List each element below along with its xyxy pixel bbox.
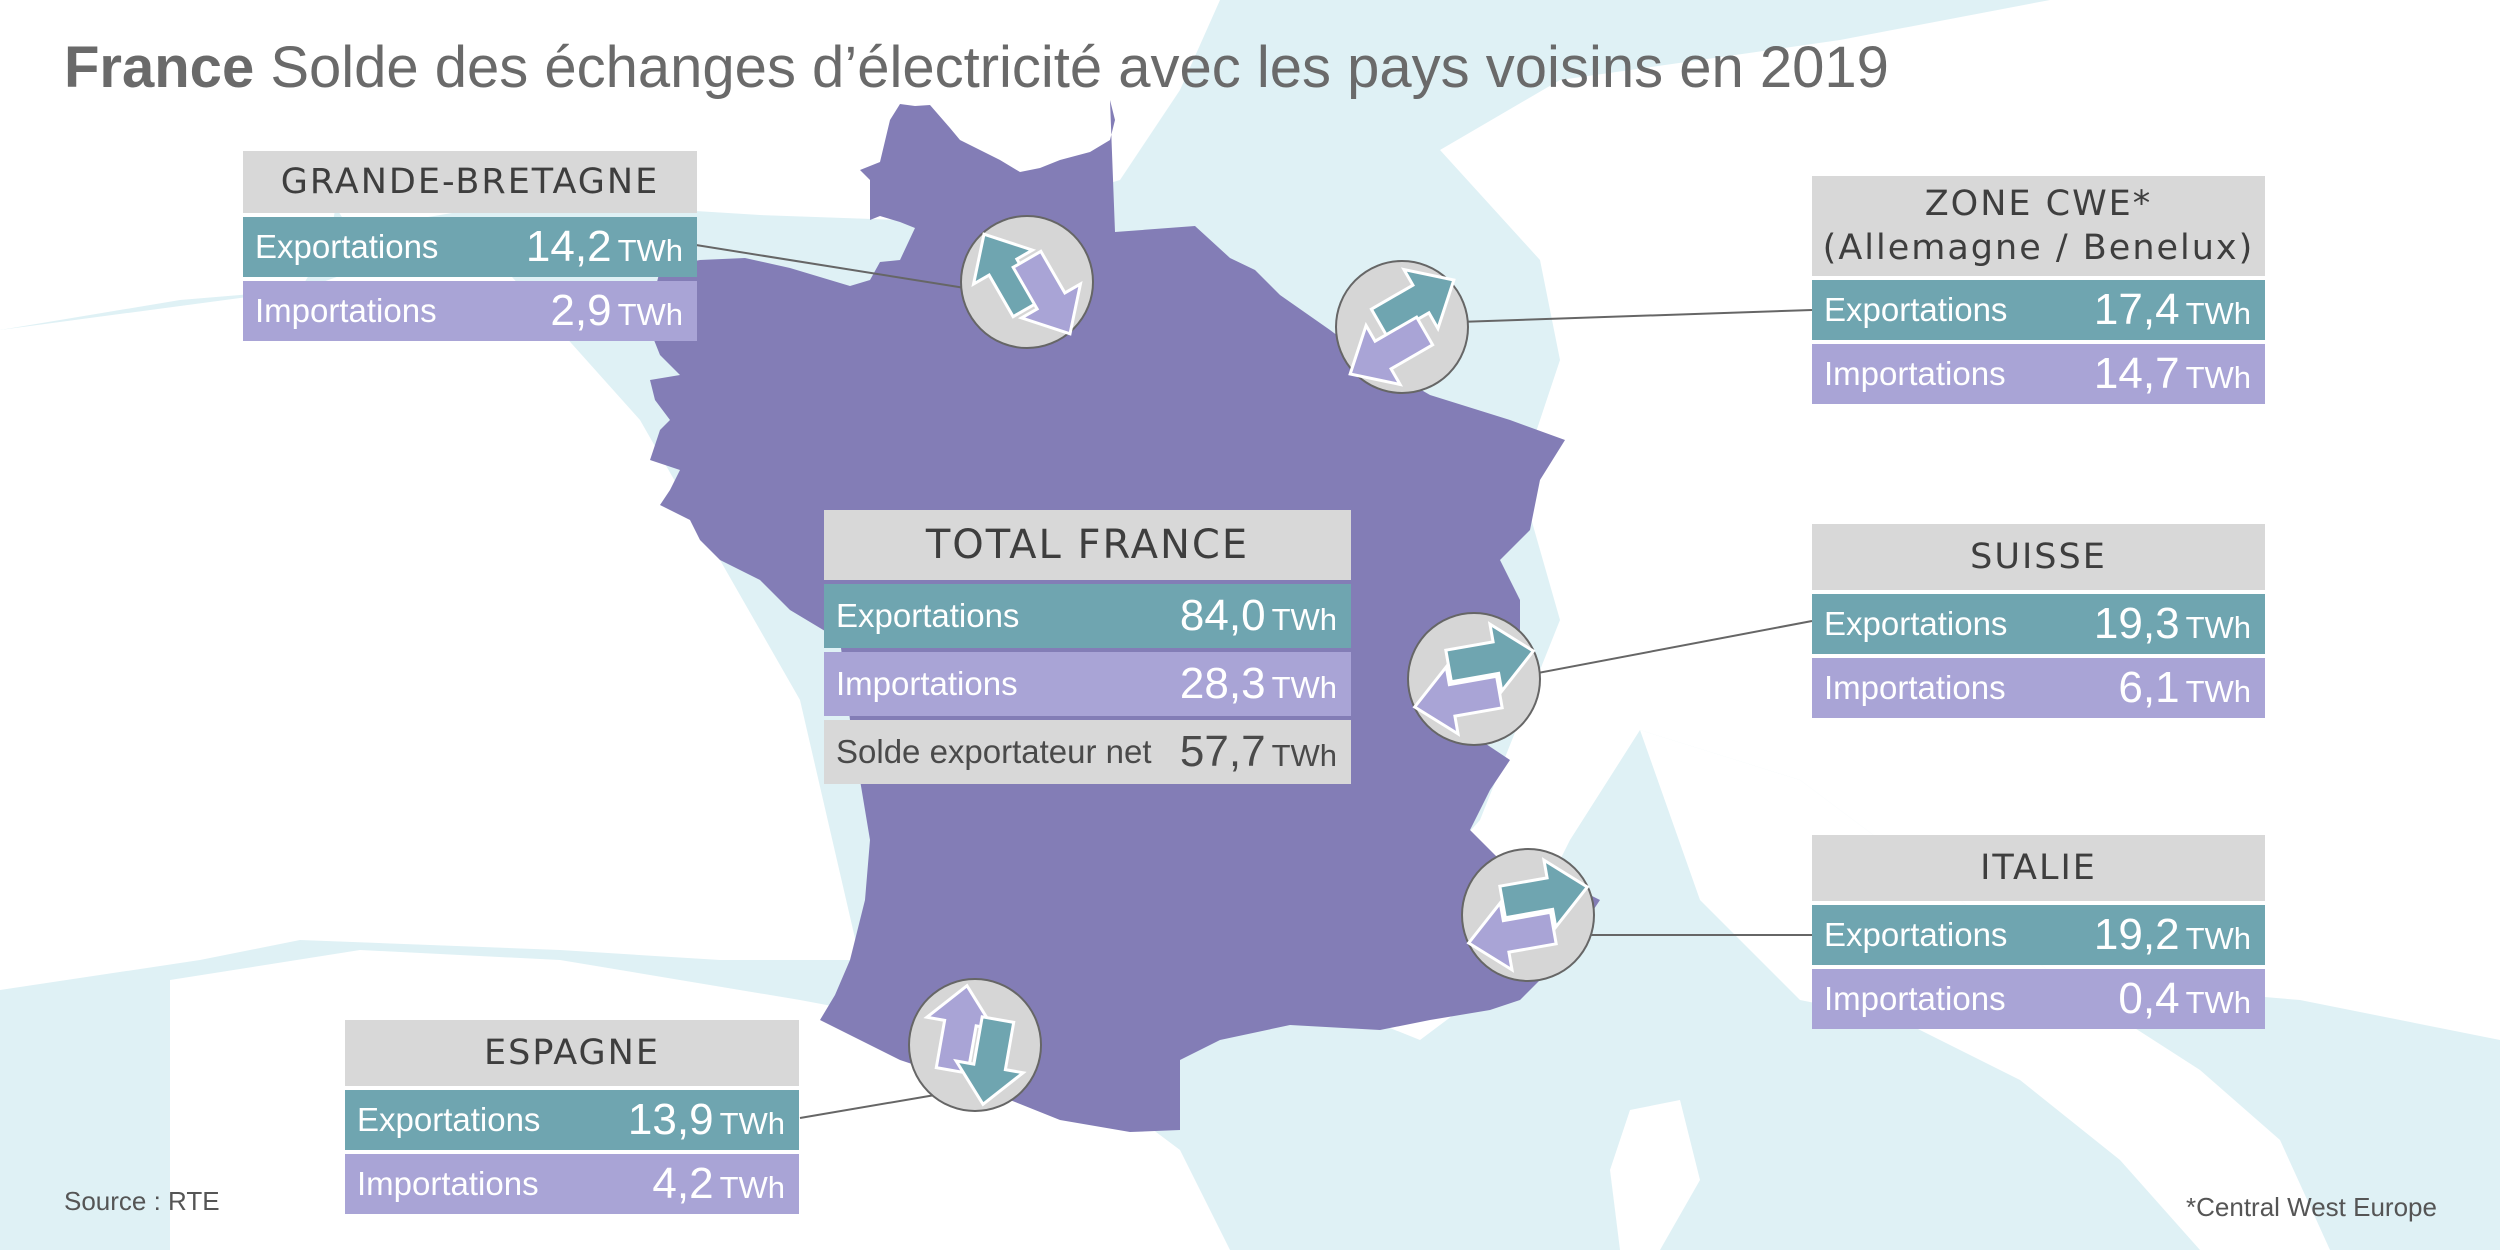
exports-value: 17,4 [2093, 285, 2180, 334]
net-label: Solde exportateur net [836, 733, 1152, 770]
exchange-icon-italie [1461, 848, 1595, 982]
card-title-total-france: TOTAL FRANCE [824, 510, 1351, 580]
exports-label: Exportations [255, 228, 439, 265]
title-text: Solde des échanges d’électricité avec le… [254, 35, 1889, 100]
exchange-icon-grande-bretagne [953, 215, 1101, 353]
unit-label: TWh [2185, 985, 2251, 1020]
exports-label: Exportations [357, 1101, 541, 1138]
exports-row: Exportations 84,0 TWh [824, 584, 1351, 648]
title-country: France [64, 35, 255, 100]
page-title: France Solde des échanges d’électricité … [64, 34, 1889, 101]
imports-label: Importations [1824, 980, 2006, 1017]
zone-cwe-title-line1: ZONE CWE* [1924, 184, 2153, 224]
imports-label: Importations [1824, 355, 2006, 392]
card-title-suisse: SUISSE [1812, 524, 2265, 590]
unit-label: TWh [2185, 610, 2251, 645]
imports-value: 4,2 [652, 1159, 714, 1208]
card-title-grande-bretagne: GRANDE-BRETAGNE [243, 151, 697, 213]
unit-label: TWh [2185, 360, 2251, 395]
unit-label: TWh [2185, 674, 2251, 709]
unit-label: TWh [719, 1170, 785, 1205]
exports-label: Exportations [1824, 605, 2008, 642]
exports-value: 84,0 [1179, 591, 1266, 640]
exports-row: Exportations 17,4 TWh [1812, 280, 2265, 340]
imports-row: Importations 0,4 TWh [1812, 969, 2265, 1029]
exports-value: 14,2 [525, 222, 612, 271]
unit-label: TWh [1271, 738, 1337, 773]
unit-label: TWh [617, 297, 683, 332]
stray-unit-label: TWh [2056, 752, 2120, 785]
exports-row: Exportations 19,3 TWh [1812, 594, 2265, 654]
card-total-france: TOTAL FRANCE Exportations 84,0 TWh Importa… [824, 510, 1351, 784]
exports-label: Exportations [1824, 916, 2008, 953]
imports-value: 6,1 [2118, 663, 2180, 712]
exports-value: 13,9 [627, 1095, 714, 1144]
unit-label: TWh [2185, 921, 2251, 956]
imports-row: Importations 28,3 TWh [824, 652, 1351, 716]
footnote-cwe: *Central West Europe [2186, 1192, 2437, 1222]
connector-lines [695, 244, 1813, 1119]
exports-label: Exportations [1824, 291, 2008, 328]
exports-row: Exportations 19,2 TWh [1812, 905, 2265, 965]
exports-label: Exportations [836, 597, 1020, 634]
card-title-zone-cwe: ZONE CWE* (Allemagne / Benelux) [1812, 176, 2265, 276]
imports-row: Importations 4,2 TWh [345, 1154, 799, 1214]
unit-label: TWh [617, 233, 683, 268]
exchange-arrows [908, 215, 1595, 1112]
exports-row: Exportations 13,9 TWh [345, 1090, 799, 1150]
land-corsica [1610, 1100, 1700, 1250]
imports-row: Importations 14,7 TWh [1812, 344, 2265, 404]
exports-value: 19,2 [2093, 910, 2180, 959]
net-value: 57,7 [1179, 727, 1266, 776]
exports-value: 19,3 [2093, 599, 2180, 648]
unit-label: TWh [719, 1106, 785, 1141]
card-suisse: SUISSE Exportations 19,3 TWh Importations 6… [1812, 524, 2265, 718]
unit-label: TWh [1271, 602, 1337, 637]
exports-row: Exportations 14,2 TWh [243, 217, 697, 277]
imports-label: Importations [255, 292, 437, 329]
exchange-icon-suisse [1407, 612, 1541, 746]
source-note: Source : RTE [64, 1186, 220, 1216]
imports-value: 14,7 [2093, 349, 2180, 398]
card-zone-cwe: ZONE CWE* (Allemagne / Benelux) Exportati… [1812, 176, 2265, 404]
imports-value: 0,4 [2118, 974, 2180, 1023]
card-espagne: ESPAGNE Exportations 13,9 TWh Importations… [345, 1020, 799, 1214]
unit-label: TWh [1271, 670, 1337, 705]
imports-label: Importations [357, 1165, 539, 1202]
land-west-blank [0, 230, 860, 990]
unit-label: TWh [2185, 296, 2251, 331]
imports-value: 28,3 [1179, 659, 1266, 708]
card-title-italie: ITALIE [1812, 835, 2265, 901]
net-row: Solde exportateur net 57,7 TWh [824, 720, 1351, 784]
card-title-espagne: ESPAGNE [345, 1020, 799, 1086]
exchange-icon-espagne [908, 978, 1042, 1112]
imports-label: Importations [836, 665, 1018, 702]
imports-value: 2,9 [550, 286, 612, 335]
imports-row: Importations 2,9 TWh [243, 281, 697, 341]
card-grande-bretagne: GRANDE-BRETAGNE Exportations 14,2 TWh Impo… [243, 151, 697, 341]
exchange-icon-zone-cwe [1331, 249, 1473, 405]
imports-row: Importations 6,1 TWh [1812, 658, 2265, 718]
card-italie: ITALIE Exportations 19,2 TWh Importations 0… [1812, 835, 2265, 1029]
imports-label: Importations [1824, 669, 2006, 706]
zone-cwe-title-line2: (Allemagne / Benelux) [1822, 228, 2255, 268]
